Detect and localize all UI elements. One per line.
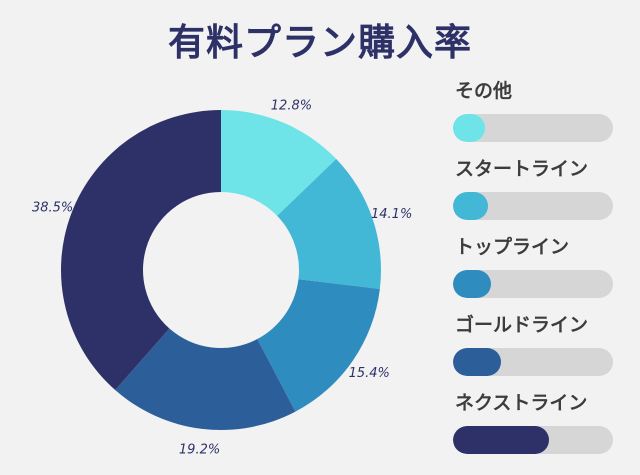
legend-bar-track	[453, 270, 613, 298]
legend-bar-track	[453, 114, 613, 142]
legend-item: その他	[453, 76, 618, 154]
legend-bar-track	[453, 348, 613, 376]
donut-slice	[60, 110, 221, 391]
slice-value-label: 19.2%	[179, 443, 220, 458]
legend-bar-fill	[453, 270, 492, 298]
legend-label: その他	[455, 80, 513, 102]
slice-value-label: 14.1%	[371, 207, 412, 222]
legend-bar-track	[453, 192, 613, 220]
donut-slice	[115, 328, 296, 430]
legend-bar-fill	[453, 426, 549, 454]
legend-item: ゴールドライン	[453, 310, 618, 388]
slice-value-label: 12.8%	[271, 98, 312, 113]
donut-slice	[221, 110, 337, 216]
donut-slice	[257, 279, 380, 412]
legend-bar-fill	[453, 114, 485, 142]
legend-label: ネクストライン	[455, 392, 588, 414]
legend-label: トップライン	[455, 236, 570, 258]
legend-label: スタートライン	[455, 158, 589, 180]
chart-title: 有料プラン購入率	[168, 21, 472, 64]
legend-bar-track	[453, 426, 613, 454]
legend-item: トップライン	[453, 232, 618, 310]
slice-value-label: 38.5%	[32, 200, 73, 215]
legend-item: ネクストライン	[453, 388, 618, 466]
legend-bar-fill	[453, 192, 489, 220]
legend: その他スタートライン トップライン ゴールドライン ネクストライン	[453, 76, 618, 466]
legend-item: スタートライン	[453, 154, 618, 232]
slice-value-label: 15.4%	[349, 366, 390, 381]
legend-bar-fill	[453, 348, 501, 376]
legend-label: ゴールドライン	[455, 314, 589, 336]
donut-slice	[277, 159, 381, 290]
